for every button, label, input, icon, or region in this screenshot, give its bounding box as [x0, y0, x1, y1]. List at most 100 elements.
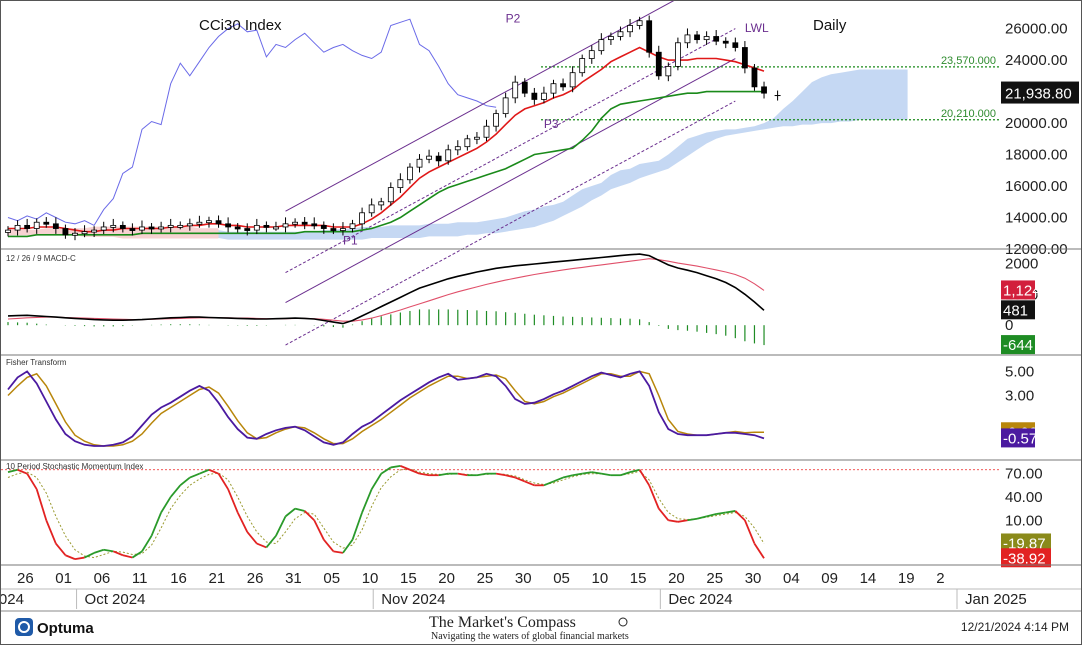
brand-name: The Market's Compass: [429, 614, 576, 631]
x-month-label-2: Nov 2024: [381, 591, 445, 608]
x-axis: 26 01 06 11 16 21 26 31 05 10 15 20 25 30 05 10 15 20 25 30…: [1, 570, 1081, 612]
level-label-0: 23,570.000: [941, 55, 996, 67]
y-tick-3: 20000.00: [1005, 115, 1068, 132]
candle-body: [311, 223, 318, 227]
smi-tag-0: -19.87: [1003, 535, 1046, 552]
candle-body: [340, 228, 346, 231]
smi-segment: [179, 476, 191, 487]
candle-body: [129, 228, 136, 231]
x-day-label-9: 10: [362, 570, 379, 587]
candle-body: [627, 25, 633, 33]
y-tick-6: 14000.00: [1005, 210, 1068, 227]
channel-line-1: [285, 58, 736, 303]
fisher-y-tick-1: 3.00: [1005, 387, 1034, 404]
smi-segment: [409, 468, 420, 475]
macd-tag-2: -644: [1003, 337, 1033, 354]
candle-body: [14, 224, 21, 231]
x-day-label-20: 04: [783, 570, 800, 587]
candle-body: [24, 224, 31, 229]
smi-segment: [284, 507, 296, 518]
smi-segment: [687, 517, 698, 522]
smi-segment: [390, 464, 401, 469]
chart-title: CCi30 Index: [199, 17, 282, 34]
smi-segment: [294, 507, 305, 512]
smi-segment: [26, 473, 38, 490]
fisher-title: Fisher Transform: [6, 358, 67, 367]
y-tick-0: 26000.00: [1005, 21, 1068, 38]
candle-body: [72, 232, 78, 236]
x-day-label-16: 15: [630, 570, 647, 587]
y-tick-5: 16000.00: [1005, 178, 1068, 195]
smi-segment: [122, 554, 133, 559]
smi-segment: [514, 476, 526, 483]
annotation-lwl: LWL: [745, 21, 769, 35]
smi-segment: [457, 472, 468, 477]
candle-body: [426, 155, 432, 160]
smi-segment: [304, 510, 315, 521]
macd-line: [7, 253, 765, 325]
macd-tag-2-box: [1001, 335, 1035, 355]
candle-body: [158, 226, 165, 230]
candle-body: [435, 155, 442, 162]
candle-body: [454, 146, 461, 151]
candle-body: [52, 223, 59, 229]
candle-body: [378, 201, 385, 206]
candle-body: [100, 226, 107, 231]
brand-tagline: Navigating the waters of global financia…: [431, 631, 629, 642]
candle-body: [330, 228, 337, 231]
smi-tag-1: -38.92: [1003, 550, 1046, 567]
x-day-label-0: 26: [17, 570, 34, 587]
annotation-p2: P2: [506, 11, 521, 25]
candle-body: [732, 42, 739, 48]
candle-body: [617, 31, 624, 37]
smi-segment: [668, 519, 679, 523]
smi-segment: [601, 472, 612, 477]
candle-body: [387, 187, 394, 203]
candle-body: [186, 223, 193, 227]
lagging-line: [7, 18, 497, 227]
candle-body: [273, 226, 279, 230]
candle-body: [282, 223, 289, 228]
smi-segment: [93, 548, 104, 554]
last-price-box: [1001, 81, 1079, 104]
optuma-logo-text: Optuma: [37, 620, 94, 637]
candle-body: [636, 20, 643, 26]
smi-segment: [275, 515, 287, 537]
candle-body: [416, 158, 423, 168]
ichimoku-cloud: [8, 69, 908, 240]
x-day-label-1: 01: [55, 570, 72, 587]
candle-body: [531, 92, 538, 100]
optuma-logo-icon: [15, 618, 33, 636]
macd-title: 12 / 26 / 9 MACD-C: [6, 254, 76, 263]
smi-segment: [582, 471, 592, 475]
smi-segment: [543, 480, 554, 487]
candle-body: [684, 34, 691, 44]
candle-body: [493, 113, 499, 127]
smi-segment: [55, 543, 67, 556]
smi-segment: [131, 550, 143, 559]
channel-line-0: [285, 1, 675, 212]
smi-segment: [696, 515, 707, 520]
candle-body: [569, 72, 576, 88]
candle-body: [43, 221, 50, 225]
smi-segment: [380, 466, 392, 475]
smi-segment: [217, 473, 229, 490]
smi-segment: [572, 472, 583, 477]
candle-body: [761, 86, 767, 94]
x-day-label-11: 20: [438, 570, 455, 587]
fisher-line: [7, 370, 765, 447]
x-day-label-10: 15: [400, 570, 417, 587]
smi-segment: [313, 519, 325, 541]
candle-body: [253, 224, 260, 231]
candle-body: [550, 83, 557, 94]
smi-segment: [103, 548, 114, 553]
candle-body: [598, 39, 605, 52]
smi-segment: [716, 511, 726, 515]
x-month-label-0: ep 2024: [1, 591, 24, 608]
smi-segment: [753, 543, 765, 559]
smi-segment: [638, 469, 650, 486]
candle-body: [81, 231, 88, 235]
